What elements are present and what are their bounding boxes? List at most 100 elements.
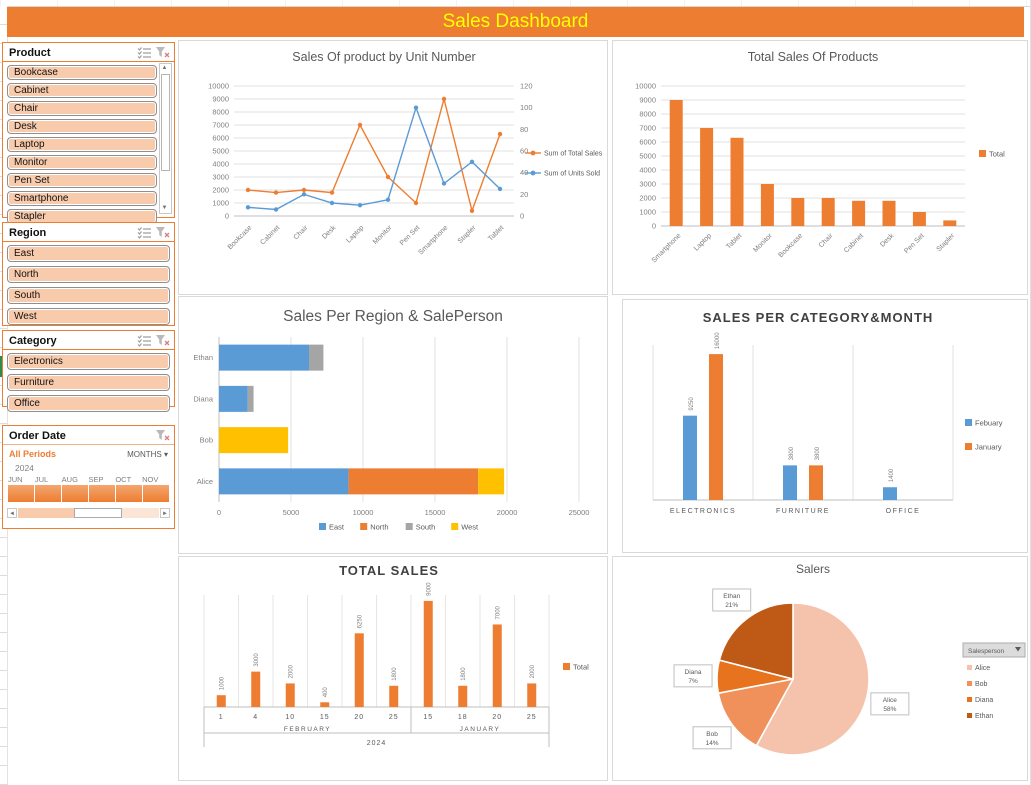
x-axis-label: Stapler (457, 224, 478, 245)
order-date-timeline[interactable]: Order Date All Periods MONTHS ▾ 2024 JUN… (2, 425, 175, 529)
timeline-period-cell[interactable] (143, 485, 169, 502)
data-label: 9250 (689, 397, 695, 411)
bar (251, 671, 261, 707)
timeline-period-cell[interactable] (89, 485, 115, 502)
slicer-item[interactable]: Chair (7, 101, 157, 116)
data-point (329, 200, 335, 206)
pie-callout-value: 58% (883, 706, 896, 713)
data-point (273, 190, 279, 195)
data-point (301, 192, 307, 197)
timeline-period-cell[interactable] (8, 485, 34, 502)
legend-label: South (416, 523, 436, 532)
timeline-scroll-thumb[interactable] (74, 507, 123, 518)
timeline-month-label: JUN (8, 475, 23, 484)
x-axis-label: Stapler (936, 232, 957, 253)
x-axis-label: Monitor (752, 232, 774, 254)
x-axis-label: Bookcase (227, 224, 254, 251)
pivot-field-button[interactable] (962, 642, 1026, 658)
timeline-scrollbar[interactable]: ◄ ► (7, 507, 170, 518)
chart-salers-pie-panel[interactable]: Salers Alice 58% Bob 14% Diana 7% Ethan 21% Sales… (612, 556, 1028, 781)
slicer-item[interactable]: Furniture (7, 374, 170, 391)
chart-category-month-panel[interactable]: SALES PER CATEGORY&MONTH ELECTRONICS 9250 1… (622, 299, 1028, 553)
clear-filter-icon[interactable] (155, 429, 170, 442)
slicer-item[interactable]: Smartphone (7, 191, 157, 206)
slicer-item[interactable]: North (7, 266, 170, 283)
bar (730, 137, 744, 226)
bar (683, 415, 697, 500)
chevron-down-icon: ▾ (163, 449, 168, 459)
x-axis-tick: 0 (217, 508, 221, 517)
clear-filter-icon[interactable] (155, 226, 170, 239)
scroll-left-arrow[interactable]: ◄ (7, 507, 17, 518)
x-axis-tick: 25 (527, 714, 537, 721)
timeline-month-label: SEP (88, 475, 104, 484)
data-label: 9000 (427, 582, 433, 596)
slicer-item-list: Bookcase Cabinet Chair Desk Laptop Monitor Pen… (3, 62, 161, 224)
legend-marker (967, 665, 972, 670)
y-axis-tick-right: 120 (520, 82, 533, 91)
slicer-item[interactable]: Electronics (7, 353, 170, 370)
data-point (385, 197, 391, 202)
bar-segment (219, 427, 289, 454)
chart-region-salesperson-panel[interactable]: Sales Per Region & SalePerson 0 5000 10000 1… (178, 296, 608, 554)
clear-filter-icon[interactable] (155, 334, 170, 347)
slicer-item[interactable]: East (7, 245, 170, 262)
bar (458, 685, 468, 707)
y-axis-tick-left: 6000 (212, 134, 229, 143)
y-axis-tick: 10000 (635, 82, 656, 91)
slicer-item[interactable]: Pen Set (7, 173, 157, 188)
slicer-item[interactable]: Monitor (7, 155, 157, 170)
data-label: 3800 (789, 446, 795, 460)
slicer-item[interactable]: Desk (7, 119, 157, 134)
slicer-item[interactable]: Office (7, 395, 170, 412)
data-label: 1000 (220, 676, 226, 690)
timeline-period-cell[interactable] (116, 485, 142, 502)
chart-total-products-panel[interactable]: Total Sales Of Products 0 1000 2000 3000 4000… (612, 40, 1028, 295)
data-point (385, 174, 391, 180)
clear-filter-icon[interactable] (155, 46, 170, 59)
legend-label: January (975, 443, 1002, 452)
bar (852, 200, 866, 226)
x-axis-tick: 15 (423, 714, 433, 721)
legend-marker (530, 170, 536, 176)
timeline-period-cell[interactable] (35, 485, 61, 502)
timeline-period-cell[interactable] (62, 485, 88, 502)
slicer-item[interactable]: Cabinet (7, 83, 157, 98)
multiselect-icon[interactable] (137, 334, 152, 347)
data-point (357, 202, 363, 208)
bar (912, 212, 926, 226)
scroll-right-arrow[interactable]: ► (160, 507, 170, 518)
data-point (329, 190, 335, 195)
slicer-scrollbar[interactable]: ▲ ▼ (159, 63, 172, 214)
y-axis-tick: 5000 (639, 152, 656, 161)
slicer-item[interactable]: Laptop (7, 137, 157, 152)
slicer-item[interactable]: West (7, 308, 170, 325)
slicer-item[interactable]: Bookcase (7, 65, 157, 80)
data-label: 400 (323, 687, 329, 698)
slicer-item[interactable]: South (7, 287, 170, 304)
slicer-category[interactable]: Category Electronics Furniture Office (2, 330, 175, 412)
chart-total-sales-panel[interactable]: TOTAL SALES 1000 1 3000 4 2000 10 400 15 6250 20 18… (178, 556, 608, 781)
timeline-year-label: 2024 (15, 463, 34, 473)
slicer-item-list: Electronics Furniture Office (3, 350, 174, 412)
chart-units-line-panel[interactable]: Sales Of product by Unit Number 0 1000 2000… (178, 40, 608, 295)
pie-callout-box (712, 588, 752, 612)
timeline-granularity-dropdown[interactable]: MONTHS ▾ (127, 450, 168, 459)
timeline-month-label: AUG (61, 475, 78, 484)
chart-canvas: TOTAL SALES 1000 1 3000 4 2000 10 400 15 6250 20 18… (203, 563, 589, 747)
scroll-thumb[interactable] (161, 74, 170, 171)
bar-segment (219, 385, 248, 412)
multiselect-icon[interactable] (137, 46, 152, 59)
slicer-title: Product (9, 46, 51, 59)
scroll-up-arrow[interactable]: ▲ (161, 65, 168, 71)
slicer-region[interactable]: Region East North South West (2, 222, 175, 326)
x-axis-label: Desk (879, 232, 896, 249)
scroll-down-arrow[interactable]: ▼ (161, 205, 168, 211)
data-label: 6250 (358, 614, 364, 628)
legend-marker (967, 713, 972, 718)
timeline-selection-band[interactable] (8, 485, 169, 502)
slicer-product[interactable]: Product Bookcase Cabinet Chair Desk Laptop Mon… (2, 42, 175, 224)
timeline-scroll-track[interactable] (18, 507, 159, 518)
x-axis-label: OFFICE (886, 508, 921, 515)
multiselect-icon[interactable] (137, 226, 152, 239)
